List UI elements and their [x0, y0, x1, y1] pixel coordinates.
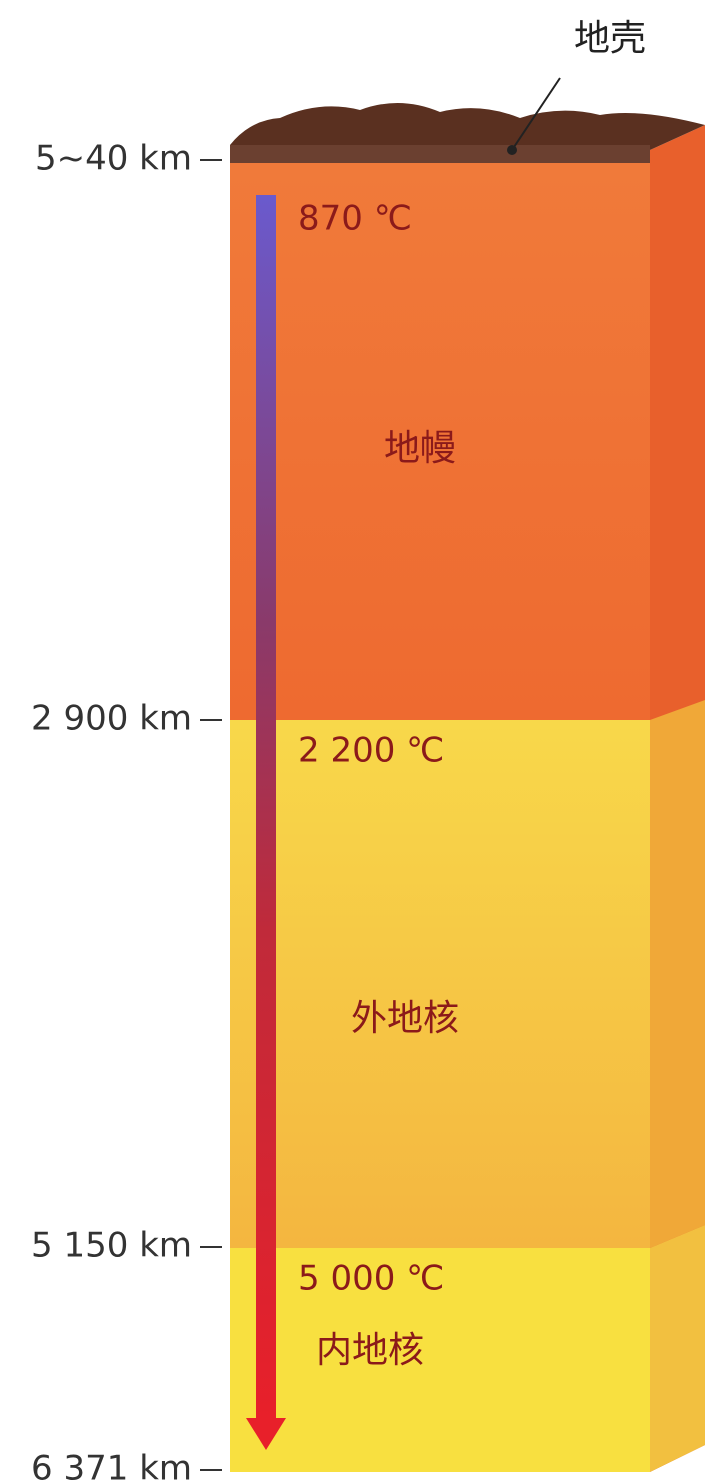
depth-label: 2 900 km [31, 699, 192, 739]
depth-label: 5 150 km [31, 1226, 192, 1266]
temperature-label: 870 ℃ [298, 199, 412, 239]
inner-core [230, 1248, 650, 1472]
crust-label: 地壳 [574, 18, 646, 59]
leader-line [511, 77, 561, 151]
crust-top [230, 102, 705, 150]
crust-front [230, 145, 650, 163]
temperature-label: 5 000 ℃ [298, 1259, 444, 1299]
depth-label: 5~40 km [35, 139, 192, 179]
arrow-head [246, 1418, 286, 1450]
layer-name: 内地核 [316, 1330, 424, 1371]
mantle [230, 163, 650, 720]
side-face-outer-core [650, 700, 705, 1248]
side-face-inner-core [650, 1225, 705, 1472]
depth-label: 6 371 km [31, 1449, 192, 1483]
temperature-label: 2 200 ℃ [298, 731, 444, 771]
layer-name: 外地核 [351, 998, 459, 1039]
temperature-arrow [256, 195, 276, 1420]
outer-core [230, 720, 650, 1248]
leader-dot [507, 145, 517, 155]
layer-name: 地幔 [384, 428, 456, 469]
